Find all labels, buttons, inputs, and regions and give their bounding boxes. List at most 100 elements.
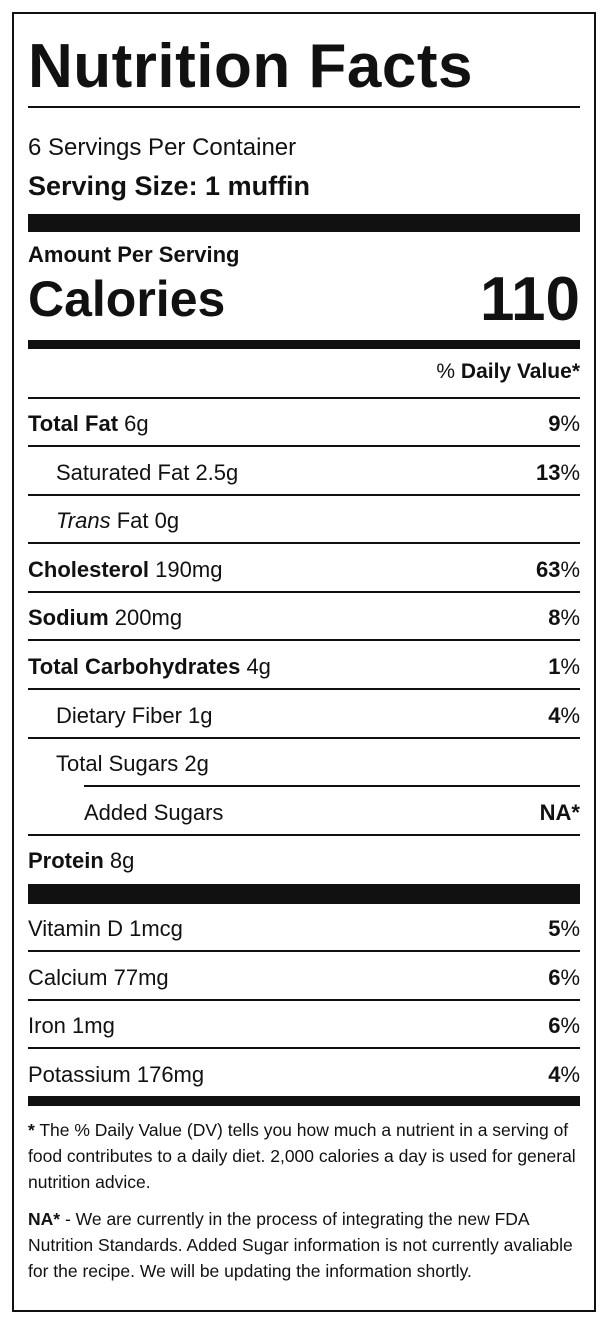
servings-per-container: 6 Servings Per Container — [28, 134, 297, 161]
nutrition-facts-label: Nutrition Facts 6 Servings Per Container… — [12, 12, 596, 1312]
nutrient-daily-value: 4% — [548, 703, 580, 729]
daily-value-percent-sign: % — [560, 1013, 580, 1038]
label-content: Nutrition Facts 6 Servings Per Container… — [28, 14, 580, 1310]
nutrient-amount: 6g — [124, 411, 149, 436]
nutrient-label: Total Carbohydrates 4g — [28, 654, 271, 680]
vitamin-row: Vitamin D 1mcg 5% — [28, 904, 580, 952]
vitamin-row: Calcium 77mg 6% — [28, 953, 580, 1001]
dv-divider — [28, 397, 580, 399]
serving-divider — [28, 214, 580, 232]
nutrient-amount: 2g — [184, 751, 209, 777]
serving-size: Serving Size: 1 muffin — [28, 171, 311, 201]
vitamin-label: Vitamin D 1mcg — [28, 916, 183, 942]
row-divider — [28, 639, 580, 642]
daily-value-header: % Daily Value* — [436, 360, 580, 384]
nutrient-row: Total Fat 6g 9% — [28, 399, 580, 447]
daily-value-percent-sign: % — [560, 964, 580, 990]
vitamin-amount: 1mg — [72, 1013, 115, 1038]
title-divider — [28, 106, 580, 108]
nutrient-label: Trans Fat 0g — [56, 508, 179, 534]
row-divider — [28, 1047, 580, 1049]
daily-value-number: 4 — [548, 702, 561, 728]
nutrient-name: Total Sugars — [56, 751, 179, 777]
nutrient-label: Protein 8g — [28, 848, 134, 874]
vitamin-name: Iron — [28, 1013, 66, 1038]
nutrient-label: Added Sugars — [84, 800, 223, 826]
row-divider — [28, 445, 580, 447]
nutrient-amount: 2.5g — [195, 459, 239, 485]
daily-value-number: 6 — [548, 964, 561, 990]
row-divider — [28, 542, 580, 545]
nutrient-daily-value: 8% — [548, 605, 580, 631]
footnote-na-text: - We are currently in the process of int… — [28, 1209, 573, 1281]
vitamin-daily-value: 4% — [548, 1062, 580, 1088]
daily-value-percent-sign: % — [560, 1061, 580, 1087]
amount-per-serving: Amount Per Serving — [28, 242, 240, 267]
calories-value: 110 — [479, 265, 580, 334]
nutrient-name: Fat — [116, 508, 149, 534]
nutrient-name: Total Carbohydrates — [28, 654, 241, 679]
vitamin-name: Calcium — [28, 964, 108, 990]
daily-value-number: 13 — [535, 459, 561, 485]
row-divider — [28, 950, 580, 952]
daily-value-number: 8 — [548, 605, 561, 631]
vitamin-daily-value: 5% — [548, 916, 580, 942]
dv-label: Daily Value* — [460, 360, 580, 383]
nutrient-amount: 1g — [188, 702, 213, 728]
daily-value-number: 63 — [535, 556, 561, 582]
vitamin-label: Calcium 77mg — [28, 965, 169, 991]
vitamin-daily-value: 6% — [548, 1013, 580, 1039]
nutrient-name: Saturated Fat — [56, 459, 190, 485]
daily-value-percent-sign: % — [560, 459, 580, 485]
nutrient-daily-value: NA* — [540, 800, 580, 826]
daily-value-percent-sign: % — [560, 605, 580, 631]
nutrient-row: Trans Fat 0g — [28, 496, 580, 545]
footnote-dv-text: The % Daily Value (DV) tells you how muc… — [28, 1120, 576, 1192]
nutrient-label: Sodium 200mg — [28, 605, 182, 631]
vitamin-label: Potassium 176mg — [28, 1062, 204, 1088]
vitamin-amount: 1mcg — [129, 916, 183, 941]
row-divider — [28, 736, 580, 739]
nutrient-label: Total Sugars 2g — [56, 751, 209, 777]
row-divider — [28, 688, 580, 690]
nutrient-row: Total Carbohydrates 4g 1% — [28, 642, 580, 690]
daily-value-number: 9 — [548, 411, 561, 436]
nutrient-row: Dietary Fiber 1g 4% — [28, 691, 580, 739]
nutrient-row: Cholesterol 190mg 63% — [28, 545, 580, 593]
daily-value-percent-sign: % — [560, 556, 580, 582]
nutrient-row: Sodium 200mg 8% — [28, 593, 580, 642]
dv-prefix: % — [436, 360, 461, 383]
nutrient-daily-value: 13% — [536, 460, 580, 486]
nutrient-name: Total Fat — [28, 411, 119, 436]
vitamin-amount: 176mg — [136, 1061, 205, 1087]
footnote-daily-value: * The % Daily Value (DV) tells you how m… — [28, 1117, 580, 1195]
daily-value-number: 6 — [548, 1013, 561, 1038]
nutrient-name: Protein — [28, 848, 104, 874]
vitamin-divider — [28, 884, 580, 904]
daily-value-percent-sign: % — [560, 916, 580, 941]
nutrient-daily-value: 63% — [536, 557, 580, 583]
daily-value-percent-sign: % — [560, 702, 580, 728]
vitamin-name: Vitamin D — [28, 916, 123, 941]
daily-value-percent-sign: % — [560, 654, 580, 679]
vitamin-daily-value: 6% — [548, 965, 580, 991]
nutrient-name: Sodium — [28, 605, 109, 631]
nutrient-name: Added Sugars — [84, 799, 224, 825]
nutrient-row: Total Sugars 2g — [28, 739, 580, 788]
vitamin-label: Iron 1mg — [28, 1013, 115, 1039]
nutrient-row: Added Sugars NA* — [28, 788, 580, 836]
nutrient-name: Dietary Fiber — [56, 702, 182, 728]
nutrient-label: Cholesterol 190mg — [28, 557, 222, 583]
nutrient-row: Saturated Fat 2.5g 13% — [28, 448, 580, 496]
calories-divider — [28, 340, 580, 349]
vitamin-amount: 77mg — [113, 964, 169, 990]
nutrient-amount: 4g — [246, 654, 271, 679]
nutrient-amount: 200mg — [114, 605, 183, 631]
nutrient-daily-value: 9% — [548, 411, 580, 437]
daily-value-number: 5 — [548, 916, 561, 941]
footnote-dv-mark: * — [28, 1120, 35, 1140]
nutrient-name: Cholesterol — [28, 556, 150, 582]
nutrient-amount: 0g — [154, 508, 180, 534]
footnote-na: NA* - We are currently in the process of… — [28, 1206, 580, 1284]
nutrient-amount: 8g — [109, 848, 135, 874]
